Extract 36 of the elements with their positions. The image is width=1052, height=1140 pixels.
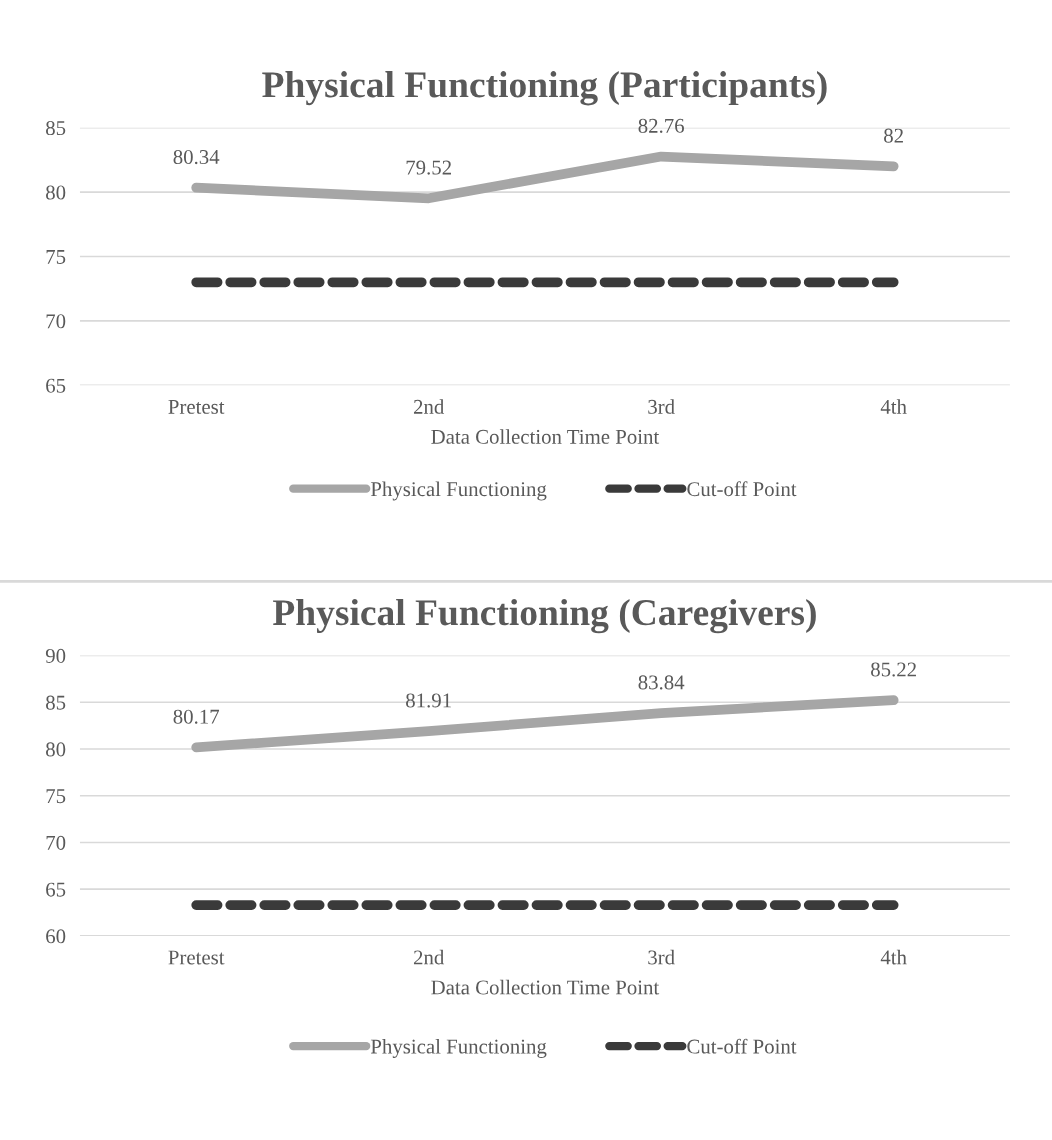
y-tick-label: 85 bbox=[46, 121, 66, 136]
y-tick-label: 70 bbox=[46, 835, 66, 850]
data-label: 82 bbox=[884, 128, 903, 143]
chart-title: Physical Functioning (Participants) bbox=[262, 71, 827, 106]
data-label: 79.52 bbox=[406, 160, 451, 175]
y-tick-label: 65 bbox=[46, 882, 66, 897]
y-tick-label: 85 bbox=[46, 695, 66, 710]
y-tick-label: 70 bbox=[46, 314, 66, 329]
x-tick-label: 3rd bbox=[648, 949, 675, 965]
data-label: 82.76 bbox=[638, 118, 684, 133]
y-tick-label: 75 bbox=[46, 250, 66, 264]
legend-label: Cut-off Point bbox=[687, 1038, 797, 1054]
x-tick-label: 2nd bbox=[413, 399, 445, 414]
data-label: 85.22 bbox=[871, 662, 916, 677]
data-label: 80.34 bbox=[173, 149, 220, 165]
y-tick-label: 80 bbox=[46, 185, 66, 200]
x-tick-label: 4th bbox=[880, 399, 907, 414]
x-tick-label: 3rd bbox=[648, 399, 675, 414]
y-tick-label: 65 bbox=[46, 378, 66, 393]
legend-label: Physical Functioning bbox=[370, 1038, 547, 1058]
x-axis-title: Data Collection Time Point bbox=[431, 429, 660, 444]
legend-label: Physical Functioning bbox=[370, 481, 547, 501]
y-tick-label: 75 bbox=[46, 789, 66, 804]
x-tick-label: 2nd bbox=[413, 949, 445, 965]
x-axis-title: Data Collection Time Point bbox=[431, 979, 660, 995]
data-label: 83.84 bbox=[638, 675, 685, 690]
y-tick-label: 60 bbox=[46, 929, 66, 944]
y-tick-label: 90 bbox=[45, 648, 66, 663]
x-tick-label: Pretest bbox=[168, 950, 225, 965]
y-tick-label: 80 bbox=[46, 742, 66, 757]
chart-title: Physical Functioning (Caregivers) bbox=[273, 598, 816, 634]
data-label: 80.17 bbox=[173, 709, 220, 724]
legend-label: Cut-off Point bbox=[687, 481, 797, 497]
x-tick-label: 4th bbox=[880, 949, 907, 965]
data-label: 81.91 bbox=[406, 693, 451, 708]
x-tick-label: Pretest bbox=[168, 400, 225, 414]
